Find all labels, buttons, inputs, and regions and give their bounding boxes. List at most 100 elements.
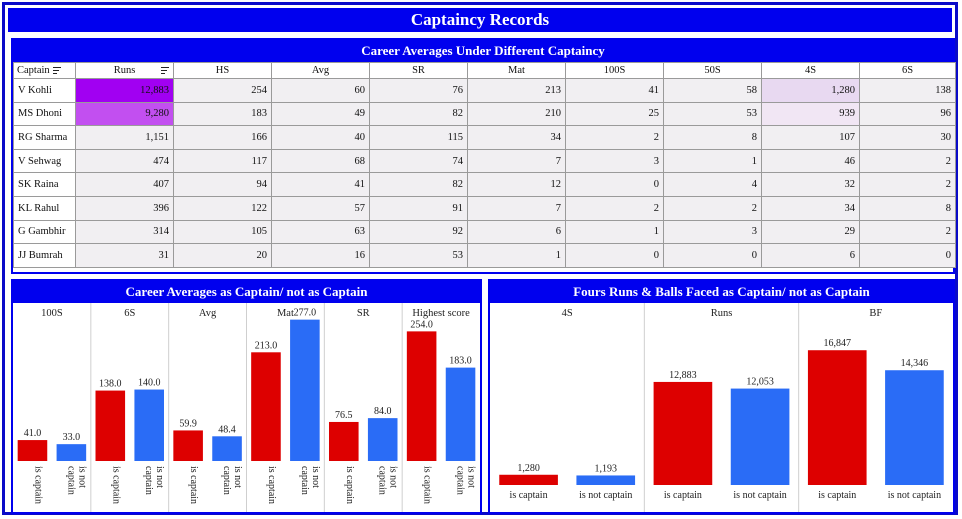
captain-name-cell: MS Dhoni	[13, 101, 76, 127]
category-label: is captain	[818, 490, 856, 501]
column-header-6s[interactable]: 6S	[859, 62, 956, 79]
data-label: 12,053	[746, 377, 774, 388]
table-cell-runs: 1,151	[75, 125, 174, 150]
captain-name-cell: V Kohli	[13, 78, 76, 103]
table-cell-hs: 117	[173, 148, 272, 174]
table-cell-mat: 12	[467, 172, 566, 197]
data-label: 59.9	[179, 418, 197, 429]
averages-chart-panel: Career Averages as Captain/ not as Capta…	[11, 279, 482, 514]
table-cell-avg: 57	[271, 195, 370, 221]
table-cell-100s: 0	[565, 172, 664, 197]
table-cell-sr: 74	[369, 148, 468, 174]
category-label: is notcaptain	[65, 466, 87, 495]
data-label: 84.0	[374, 406, 392, 417]
category-label: is not captain	[888, 490, 941, 501]
captain-name-cell: SK Raina	[13, 172, 76, 197]
table-cell-runs: 314	[75, 219, 174, 245]
data-label: 254.0	[410, 319, 433, 330]
table-cell-50s: 0	[663, 243, 762, 268]
table-cell-mat: 1	[467, 243, 566, 268]
sort-icon[interactable]	[52, 67, 61, 75]
table-row: JJ Bumrah 31 20 16 53 1 0 0 6 0	[13, 243, 956, 268]
data-label: 213.0	[255, 340, 278, 351]
table-cell-6s: 2	[859, 172, 956, 197]
table-cell-100s: 3	[565, 148, 664, 174]
table-cell-50s: 53	[663, 101, 762, 127]
bar-is-not-captain	[445, 367, 476, 461]
table-cell-avg: 41	[271, 172, 370, 197]
table-row: RG Sharma 1,151 166 40 115 34 2 8 107 30	[13, 125, 956, 150]
bar-is-not-captain	[576, 475, 636, 485]
table-cell-hs: 20	[173, 243, 272, 268]
table-cell-avg: 60	[271, 78, 370, 103]
category-label: is captain	[664, 490, 702, 501]
bar-is-not-captain	[367, 418, 398, 461]
category-label: is not captain	[733, 490, 786, 501]
category-label: is notcaptain	[143, 466, 165, 495]
category-label-line: captain	[377, 466, 388, 495]
table-cell-4s: 6	[761, 243, 860, 268]
facet-label: SR	[357, 308, 370, 319]
category-label: is notcaptain	[299, 466, 321, 495]
column-header-sr[interactable]: SR	[369, 62, 468, 79]
category-label: is captain	[32, 466, 43, 504]
table-cell-sr: 92	[369, 219, 468, 245]
table-row: MS Dhoni 9,280 183 49 82 210 25 53 939 96	[13, 101, 956, 127]
table-cell-4s: 46	[761, 148, 860, 174]
facet-label: 4S	[562, 308, 573, 319]
table-cell-mat: 34	[467, 125, 566, 150]
category-label: is captain	[188, 466, 199, 504]
captain-name-cell: V Sehwag	[13, 148, 76, 174]
table-cell-mat: 7	[467, 195, 566, 221]
table-cell-avg: 16	[271, 243, 370, 268]
data-label: 1,280	[517, 463, 540, 474]
data-label: 1,193	[595, 463, 618, 474]
category-label-line: is not	[232, 466, 243, 488]
table-cell-100s: 1	[565, 219, 664, 245]
captaincy-table: Captain Runs HS Avg SR Mat 100S 50S 4S 6…	[13, 62, 956, 268]
table-cell-50s: 4	[663, 172, 762, 197]
table-cell-avg: 49	[271, 101, 370, 127]
data-label: 12,883	[669, 370, 697, 381]
data-label: 183.0	[449, 356, 472, 367]
table-cell-sr: 82	[369, 172, 468, 197]
table-cell-6s: 2	[859, 219, 956, 245]
bar-is-not-captain	[885, 370, 944, 485]
bar-is-not-captain	[134, 389, 164, 461]
captain-name-cell: JJ Bumrah	[13, 243, 76, 268]
table-cell-hs: 105	[173, 219, 272, 245]
table-cell-50s: 1	[663, 148, 762, 174]
facet-label: Mat	[277, 308, 294, 319]
column-header-mat[interactable]: Mat	[467, 62, 566, 79]
category-label-line: captain	[455, 466, 466, 495]
bar-is-not-captain	[212, 436, 242, 461]
sort-icon[interactable]	[161, 67, 169, 74]
table-cell-mat: 7	[467, 148, 566, 174]
captain-name-cell: G Gambhir	[13, 219, 76, 245]
column-header-hs[interactable]: HS	[173, 62, 272, 79]
table-cell-100s: 41	[565, 78, 664, 103]
table-cell-hs: 183	[173, 101, 272, 127]
column-header-50s[interactable]: 50S	[663, 62, 762, 79]
column-header-runs[interactable]: Runs	[75, 62, 174, 79]
category-label-line: captain	[221, 466, 232, 495]
data-label: 140.0	[138, 378, 161, 389]
column-header-100s[interactable]: 100S	[565, 62, 664, 79]
averages-chart-title: Career Averages as Captain/ not as Capta…	[13, 281, 480, 303]
category-label: is notcaptain	[455, 466, 477, 495]
captain-name-cell: KL Rahul	[13, 195, 76, 221]
table-cell-runs: 12,883	[75, 78, 174, 103]
table-title: Career Averages Under Different Captainc…	[13, 40, 953, 62]
fours-runs-bf-chart-panel: Fours Runs & Balls Faced as Captain/ not…	[488, 279, 955, 514]
category-label: is captain	[510, 490, 548, 501]
column-header-avg[interactable]: Avg	[271, 62, 370, 79]
bar-is-captain	[251, 352, 281, 461]
table-cell-sr: 82	[369, 101, 468, 127]
facet-label: Runs	[711, 308, 733, 319]
column-header-captain[interactable]: Captain	[13, 62, 76, 79]
data-label: 33.0	[63, 432, 81, 443]
column-header-4s[interactable]: 4S	[761, 62, 860, 79]
facet-label: 6S	[124, 308, 135, 319]
facet-label: Avg	[199, 308, 217, 319]
